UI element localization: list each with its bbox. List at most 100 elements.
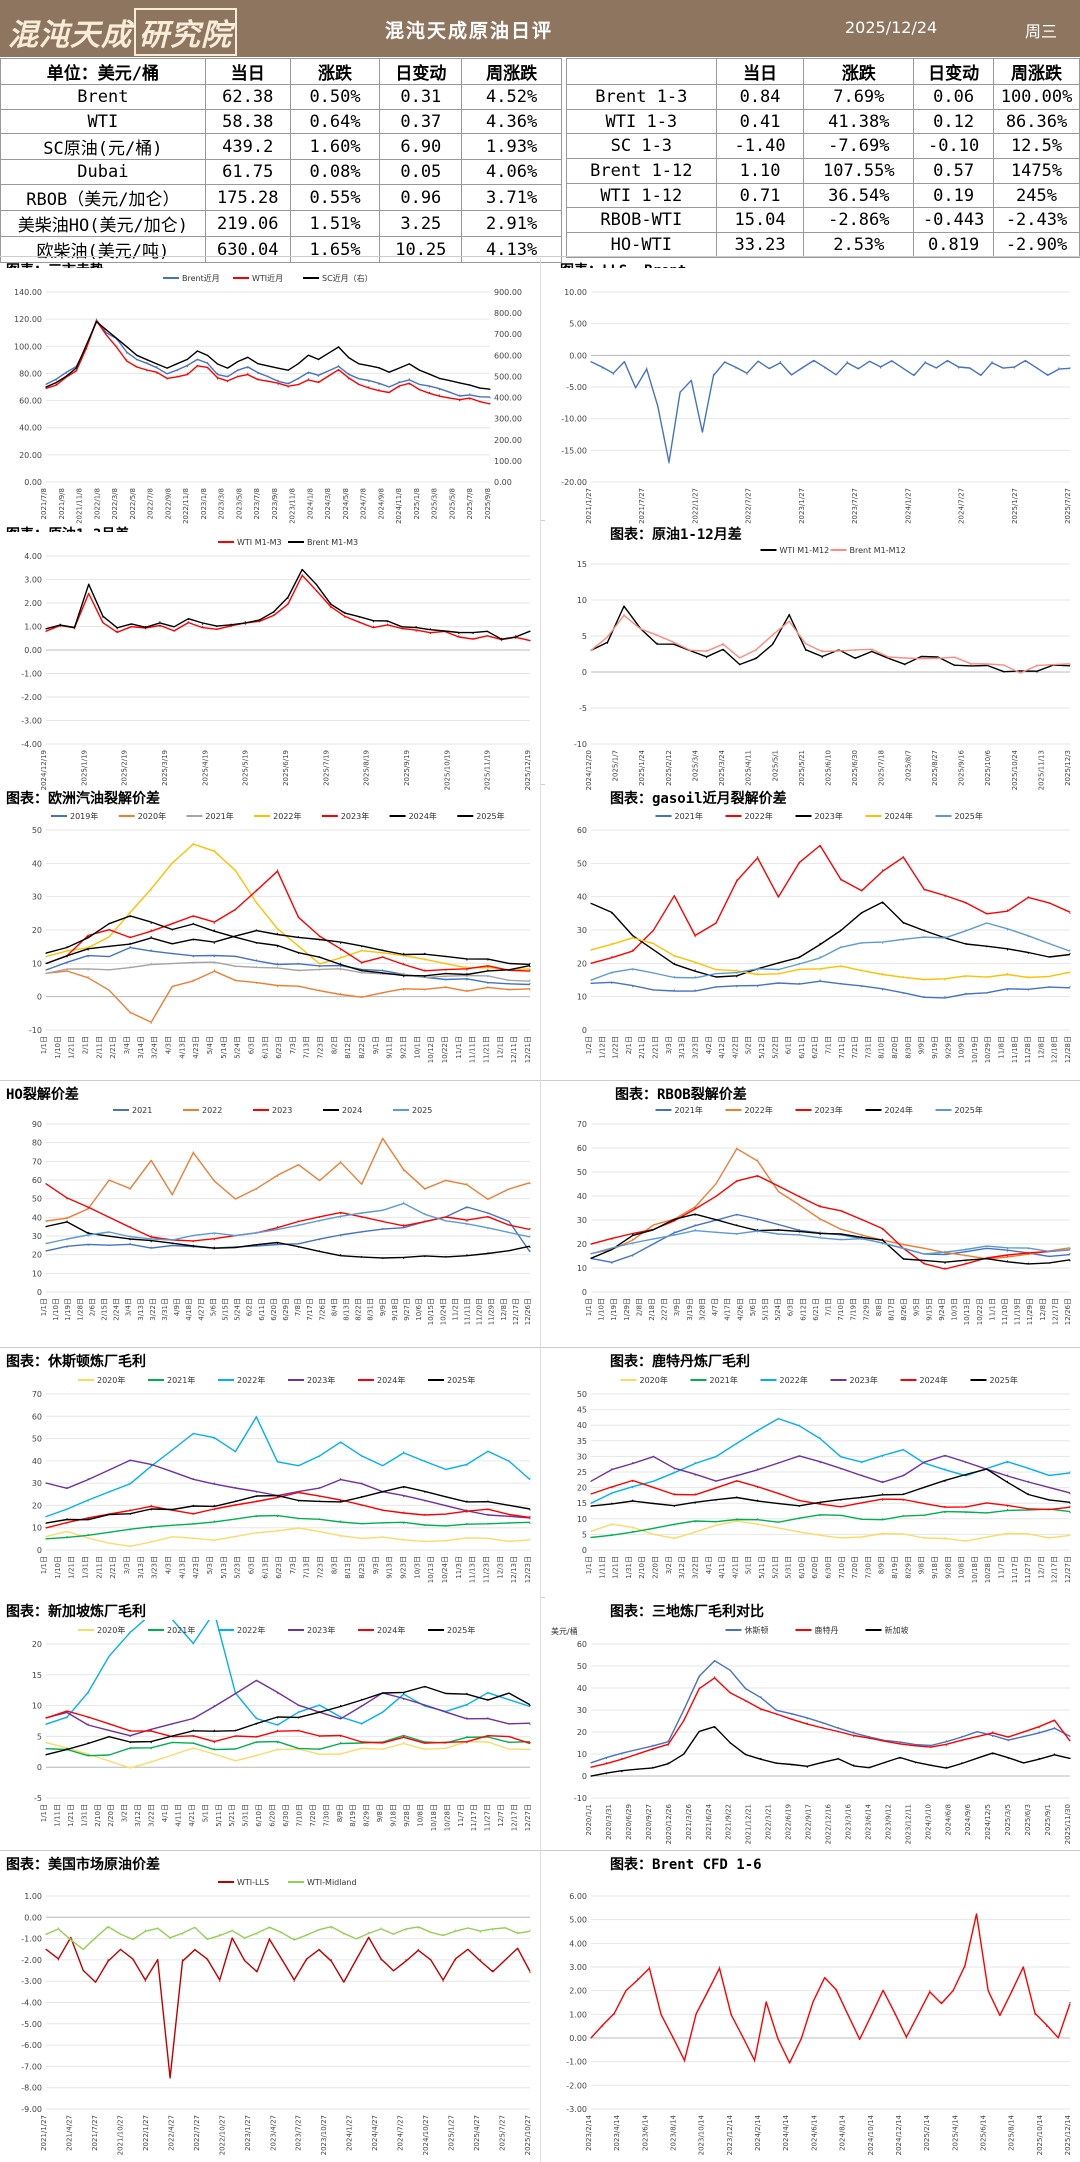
data-point <box>715 1183 717 1185</box>
data-point <box>234 1729 236 1731</box>
data-point <box>508 1735 510 1737</box>
data-point <box>882 1455 884 1457</box>
data-point <box>424 1213 426 1215</box>
data-point <box>150 1246 152 1248</box>
data-point <box>500 640 503 642</box>
data-point <box>219 1980 221 1982</box>
y-tick-label: 3.00 <box>569 1963 587 1972</box>
x-tick-label: 2023/11/8 <box>289 488 297 524</box>
data-point <box>319 1487 321 1489</box>
data-point <box>192 1643 194 1645</box>
data-point <box>213 1179 215 1181</box>
x-tick-label: 5/1日 <box>201 1804 209 1822</box>
data-point <box>991 361 993 363</box>
data-point <box>706 649 708 651</box>
data-point <box>378 389 380 391</box>
data-point <box>361 1231 363 1233</box>
data-point <box>424 1188 426 1190</box>
data-point <box>343 1933 345 1935</box>
data-point <box>508 962 510 964</box>
x-tick-label: 12/8日 <box>500 1298 508 1321</box>
data-point <box>487 1500 489 1502</box>
series-line <box>45 1137 531 1222</box>
data-point <box>340 956 342 958</box>
data-point <box>129 1544 131 1547</box>
data-point <box>361 962 363 964</box>
x-tick-label: 2022/3/8 <box>111 488 119 519</box>
data-point <box>632 1480 634 1482</box>
table-cell: 33.23 <box>715 232 805 258</box>
table-cell: 6.90 <box>379 133 463 161</box>
data-point <box>517 1948 519 1950</box>
data-point <box>66 946 68 948</box>
data-point <box>45 1723 47 1725</box>
y-tick-label: 0.00 <box>569 2034 587 2043</box>
series-line <box>590 1913 1071 2064</box>
y-tick-label: -10 <box>574 1794 587 1803</box>
data-point <box>66 1487 68 1489</box>
data-point <box>319 1216 321 1218</box>
x-tick-label: 8/19日 <box>349 1804 357 1827</box>
data-point <box>923 1515 925 1517</box>
data-point <box>882 972 884 974</box>
data-point <box>66 1509 68 1511</box>
data-point <box>492 1969 494 1972</box>
data-point <box>166 378 168 380</box>
data-point <box>605 1757 608 1759</box>
table-row: HO-WTI 33.23 2.53% 0.819 -2.90% <box>566 232 1080 258</box>
data-point <box>45 1220 47 1222</box>
data-point <box>757 1229 759 1231</box>
data-point <box>327 370 330 372</box>
x-tick-label: 7/30日 <box>322 1804 330 1827</box>
data-point <box>986 976 988 978</box>
data-point <box>854 657 856 659</box>
data-point <box>819 969 821 971</box>
x-tick-label: 8/3日 <box>330 1556 338 1574</box>
data-point <box>861 1496 863 1498</box>
data-point <box>742 2037 744 2039</box>
data-point <box>840 982 842 984</box>
data-point <box>660 2013 662 2015</box>
data-point <box>882 1238 884 1240</box>
x-tick-label: 3/22日 <box>691 1556 699 1579</box>
data-point <box>150 936 152 938</box>
data-point <box>340 1735 342 1737</box>
x-tick-label: 2025/10/24 <box>1011 749 1019 790</box>
data-point <box>255 1491 257 1493</box>
data-point <box>401 628 403 630</box>
data-point <box>458 632 460 635</box>
data-point <box>466 1705 468 1707</box>
y-tick-label: 0 <box>582 668 587 677</box>
data-point <box>736 1214 738 1216</box>
series-line <box>45 1221 531 1259</box>
data-point <box>315 583 318 585</box>
data-point <box>256 1933 258 1935</box>
y-tick-label: -20.00 <box>561 478 587 487</box>
data-point <box>130 623 132 625</box>
chart-title: 图表：三地炼厂毛利对比 <box>610 1604 764 1620</box>
data-point <box>1069 972 1071 974</box>
x-tick-label: 11/13日 <box>469 1556 477 1583</box>
legend-label: 2020年 <box>640 1375 668 1385</box>
data-point <box>466 1742 468 1744</box>
x-tick-label: 9/28日 <box>403 1804 411 1827</box>
y-tick-label: 40 <box>577 1192 587 1201</box>
x-tick-label: 2025/7/27 <box>499 2115 507 2151</box>
y-tick-label: 0.00 <box>24 646 42 655</box>
data-point <box>466 1254 468 1256</box>
x-tick-label: 9/5日 <box>913 1298 921 1316</box>
data-point <box>276 966 279 968</box>
data-point <box>95 1980 97 1982</box>
x-tick-label: 2/20日 <box>652 1556 660 1579</box>
data-point <box>382 1209 384 1211</box>
series-line <box>45 1611 531 1726</box>
x-tick-label: 8/9日 <box>336 1804 344 1822</box>
data-point <box>515 637 517 639</box>
x-tick-label: 7/26日 <box>318 1298 326 1321</box>
data-point <box>255 1415 257 1417</box>
x-tick-label: 2025/4/11 <box>745 750 753 786</box>
data-point <box>45 1754 47 1756</box>
data-point <box>861 1238 863 1240</box>
data-point <box>45 1482 47 1484</box>
